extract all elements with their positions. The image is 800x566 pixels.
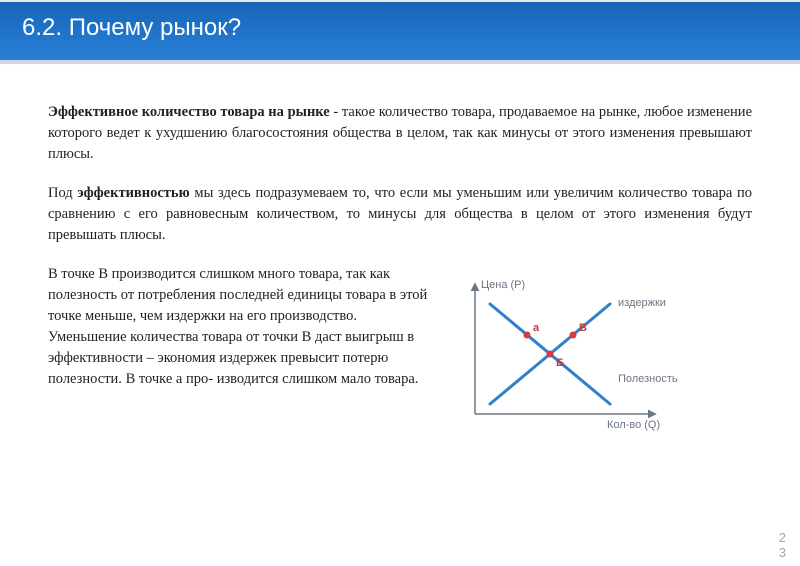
p2-term: эффективностью bbox=[77, 185, 189, 201]
header-decor-top bbox=[0, 0, 800, 2]
svg-text:В: В bbox=[579, 322, 587, 334]
svg-text:издержки: издержки bbox=[618, 297, 666, 309]
p2-pre: Под bbox=[48, 185, 77, 201]
header-decor-bottom bbox=[0, 60, 800, 64]
svg-text:Полезность: Полезность bbox=[618, 373, 678, 385]
paragraph-3: В точке В производится слишком много тов… bbox=[48, 264, 435, 390]
slide-header: 6.2. Почему рынок? bbox=[0, 0, 800, 60]
svg-text:Б: Б bbox=[556, 357, 564, 369]
p1-term: Эффективное количество товара на рынке bbox=[48, 104, 330, 120]
svg-text:Цена (Р): Цена (Р) bbox=[481, 279, 525, 291]
paragraph-2: Под эффективностью мы здесь подразумевае… bbox=[48, 183, 752, 246]
svg-text:а: а bbox=[533, 322, 540, 334]
p3-a: В точке В bbox=[48, 266, 108, 282]
p3-e: В точке а bbox=[126, 371, 183, 387]
page-number: 23 bbox=[779, 531, 786, 560]
supply-demand-chart: Цена (Р) Кол-во (Q) издержки Полезность а В Б bbox=[445, 264, 752, 444]
chart-svg: Цена (Р) Кол-во (Q) издержки Полезность а В Б bbox=[445, 264, 705, 444]
paragraph-3-row: В точке В производится слишком много тов… bbox=[48, 264, 752, 444]
svg-text:Кол-во (Q): Кол-во (Q) bbox=[607, 419, 660, 431]
paragraph-1: Эффективное количество товара на рынке -… bbox=[48, 102, 752, 165]
p3-f: про- изводится слишком мало товара. bbox=[182, 371, 418, 387]
p3-c: точки В bbox=[263, 329, 311, 345]
content-area: Эффективное количество товара на рынке -… bbox=[0, 60, 800, 444]
header-title: 6.2. Почему рынок? bbox=[0, 0, 800, 42]
